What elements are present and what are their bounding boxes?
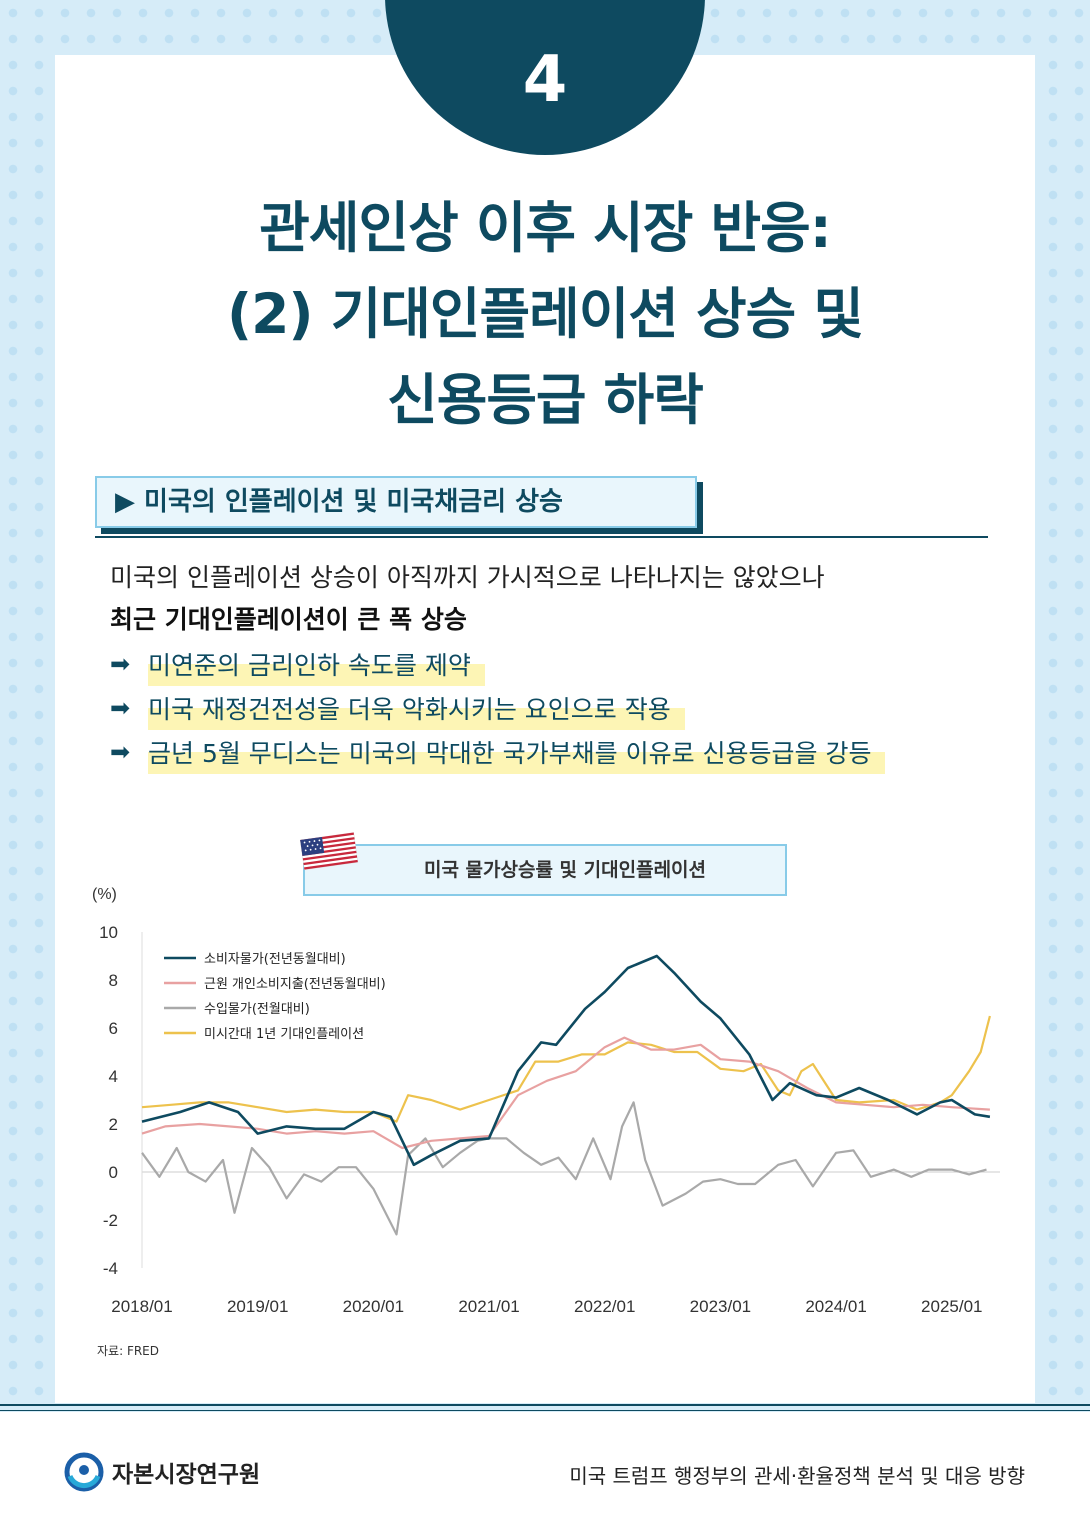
y-axis-unit: (%): [92, 886, 117, 903]
arrow-right-icon: ➡: [110, 694, 131, 722]
intro-line-2: 최근 기대인플레이션이 큰 폭 상승: [110, 605, 467, 634]
y-tick-label: 2: [109, 1115, 118, 1134]
chart-title: 미국 물가상승률 및 기대인플레이션: [423, 859, 707, 881]
us-flag-icon: [299, 832, 359, 871]
footer-divider: [0, 1404, 1090, 1406]
legend-label: 소비자물가(전년동월대비): [204, 952, 346, 967]
page-title: 관세인상 이후 시장 반응: (2) 기대인플레이션 상승 및 신용등급 하락: [55, 185, 1035, 443]
legend-label: 근원 개인소비지출(전년동월대비): [204, 977, 386, 992]
series-line: [141, 954, 991, 1167]
legend-label: 수입물가(전월대비): [204, 1002, 310, 1017]
series-lines: [141, 954, 991, 1236]
footer-divider-thin: [0, 1410, 1090, 1411]
org-name: 자본시장연구원: [112, 1462, 261, 1488]
y-tick-label: 8: [109, 971, 118, 990]
x-tick-label: 2024/01: [805, 1297, 866, 1316]
arrow-right-icon: ➡: [110, 738, 131, 766]
y-tick-label: -2: [103, 1211, 118, 1230]
title-line: 신용등급 하락: [387, 368, 704, 432]
kcmi-logo-icon: [64, 1452, 104, 1492]
x-tick-label: 2025/01: [921, 1297, 982, 1316]
bullet-text: 미연준의 금리인하 속도를 제약: [148, 646, 485, 686]
section-header-label: ▶ 미국의 인플레이션 및 미국채금리 상승: [115, 487, 563, 517]
y-tick-label: 4: [109, 1067, 118, 1086]
series-line: [141, 1015, 991, 1123]
x-tick-label: 2021/01: [458, 1297, 519, 1316]
x-axis-ticks: 2018/01 2019/01 2020/01 2021/01 2022/01 2023/…: [111, 1297, 982, 1316]
x-tick-label: 2020/01: [343, 1297, 404, 1316]
x-tick-label: 2022/01: [574, 1297, 635, 1316]
title-line: 관세인상 이후 시장 반응:: [259, 196, 831, 260]
y-tick-label: 6: [109, 1019, 118, 1038]
bullet-text: 미국 재정건전성을 더욱 악화시키는 요인으로 작용: [148, 690, 685, 730]
y-tick-label: 0: [109, 1163, 118, 1182]
series-line: [141, 1101, 987, 1236]
footer: [0, 1412, 1090, 1538]
report-title: 미국 트럼프 행정부의 관세·환율정책 분석 및 대응 방향: [569, 1464, 1025, 1488]
title-line: (2) 기대인플레이션 상승 및: [227, 282, 864, 346]
y-axis-ticks: 10 8 6 4 2 0 -2 -4: [99, 923, 118, 1278]
legend-label: 미시간대 1년 기대인플레이션: [204, 1027, 364, 1042]
source-note: 자료: FRED: [97, 1344, 160, 1358]
bullet-text: 금년 5월 무디스는 미국의 막대한 국가부채를 이유로 신용등급을 강등: [148, 734, 886, 774]
page-number: 4: [522, 43, 568, 117]
series-line: [141, 1036, 990, 1150]
section-header-box: ▶ 미국의 인플레이션 및 미국채금리 상승: [95, 476, 697, 528]
y-tick-label: -4: [103, 1259, 118, 1278]
x-tick-label: 2019/01: [227, 1297, 288, 1316]
x-tick-label: 2023/01: [690, 1297, 751, 1316]
legend: 소비자물가(전년동월대비) 근원 개인소비지출(전년동월대비) 수입물가(전월대비)…: [164, 952, 386, 1042]
x-tick-label: 2018/01: [111, 1297, 172, 1316]
y-tick-label: 10: [99, 923, 118, 942]
arrow-right-icon: ➡: [110, 650, 131, 678]
chart-title-box: 미국 물가상승률 및 기대인플레이션: [303, 844, 787, 896]
line-chart: (%) 10 8 6 4 2 0 -2 -4 2018/01 2019/01 2020/01 202…: [92, 886, 1000, 1316]
intro-line-1: 미국의 인플레이션 상승이 아직까지 가시적으로 나타나지는 않았으나: [110, 563, 825, 592]
section-divider: [95, 536, 988, 538]
